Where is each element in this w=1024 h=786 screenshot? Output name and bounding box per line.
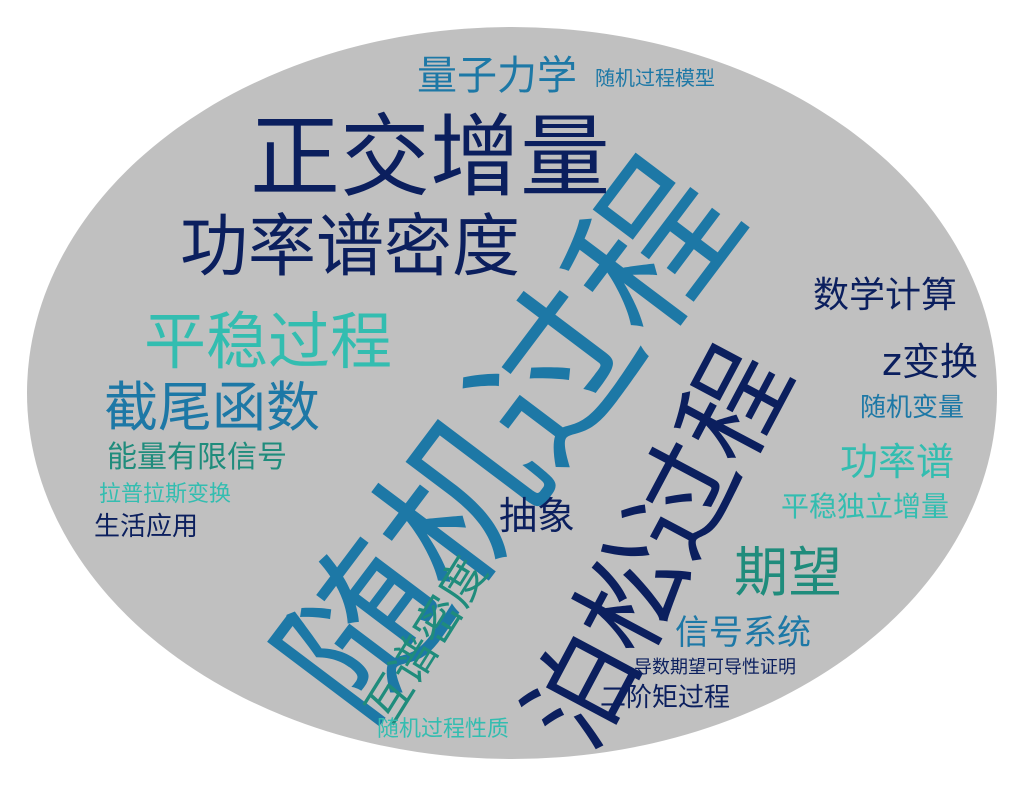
word-z-transform: z变换 [882, 340, 978, 384]
word-expectation: 期望 [734, 541, 842, 604]
word-math-calculation: 数学计算 [812, 275, 957, 316]
word-quantum-mechanics: 量子力学 [417, 53, 577, 99]
word-second-order-process: 二阶矩过程 [599, 683, 730, 713]
word-laplace-transform: 拉普拉斯变换 [98, 482, 231, 507]
word-daily-application: 生活应用 [93, 512, 198, 542]
word-signals-systems: 信号系统 [675, 613, 811, 653]
word-power-spectrum: 功率谱 [839, 440, 954, 484]
word-stationary-independent-increment: 平稳独立增量 [780, 490, 949, 523]
word-orthogonal-increment: 正交增量 [250, 105, 610, 210]
word-random-process-properties: 随机过程性质 [376, 717, 509, 742]
word-random-process-model: 随机过程模型 [595, 66, 715, 90]
word-stationary-process: 平稳过程 [143, 305, 392, 378]
word-abstract: 抽象 [498, 494, 575, 538]
word-finite-energy-signal: 能量有限信号 [107, 440, 287, 475]
word-power-spectral-density: 功率谱密度 [179, 208, 520, 287]
cloud-oval-background [27, 27, 997, 759]
word-truncation-function: 截尾函数 [104, 376, 320, 439]
word-derivative-expectation-proof: 导数期望可导性证明 [634, 657, 796, 678]
word-random-variable: 随机变量 [859, 393, 964, 423]
